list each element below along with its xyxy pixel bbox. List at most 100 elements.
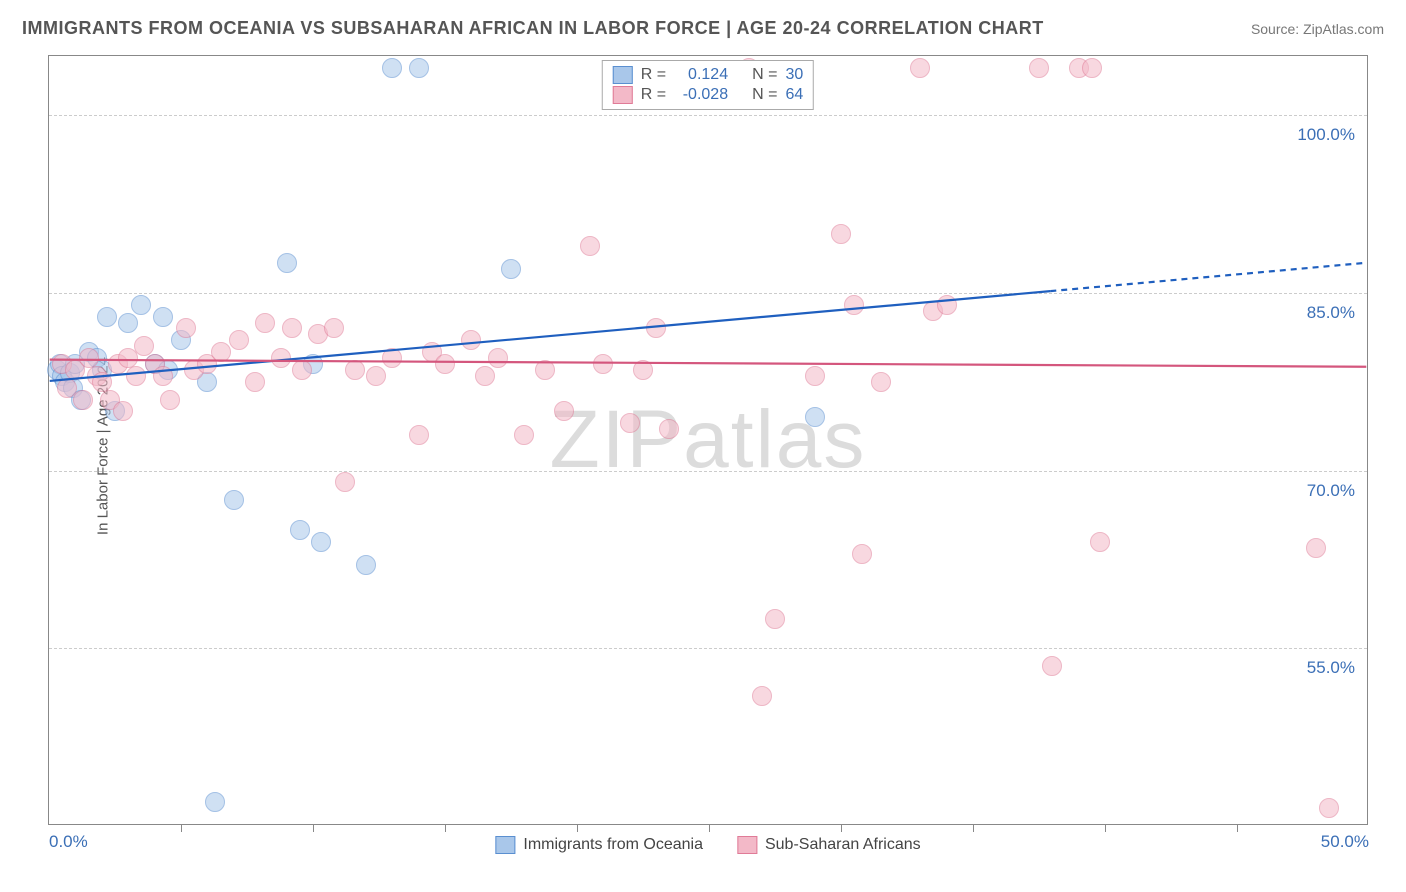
data-point [805, 407, 825, 427]
r-value-subsaharan: -0.028 [674, 86, 728, 104]
data-point [646, 318, 666, 338]
data-point [335, 472, 355, 492]
data-point [580, 236, 600, 256]
y-tick-label: 85.0% [1307, 303, 1355, 323]
data-point [382, 58, 402, 78]
data-point [245, 372, 265, 392]
data-point [324, 318, 344, 338]
data-point [366, 366, 386, 386]
plot-surface: 55.0%70.0%85.0%100.0%0.0%50.0% [49, 56, 1367, 824]
data-point [118, 313, 138, 333]
data-point [1306, 538, 1326, 558]
data-point [211, 342, 231, 362]
x-tick [1237, 824, 1238, 832]
source-attribution: Source: ZipAtlas.com [1251, 21, 1384, 37]
data-point [831, 224, 851, 244]
swatch-subsaharan [737, 836, 757, 854]
data-point [475, 366, 495, 386]
data-point [765, 609, 785, 629]
data-point [290, 520, 310, 540]
data-point [461, 330, 481, 350]
n-label: N = [752, 86, 777, 104]
gridline [49, 648, 1367, 649]
data-point [1319, 798, 1339, 818]
r-value-oceania: 0.124 [674, 66, 728, 84]
data-point [937, 295, 957, 315]
x-tick [709, 824, 710, 832]
data-point [593, 354, 613, 374]
data-point [1042, 656, 1062, 676]
data-point [633, 360, 653, 380]
y-tick-label: 55.0% [1307, 658, 1355, 678]
x-tick [973, 824, 974, 832]
chart-title: IMMIGRANTS FROM OCEANIA VS SUBSAHARAN AF… [22, 18, 1044, 39]
data-point [659, 419, 679, 439]
y-tick-label: 100.0% [1297, 125, 1355, 145]
data-point [852, 544, 872, 564]
data-point [73, 390, 93, 410]
data-point [345, 360, 365, 380]
data-point [282, 318, 302, 338]
data-point [277, 253, 297, 273]
data-point [311, 532, 331, 552]
swatch-oceania [495, 836, 515, 854]
data-point [871, 372, 891, 392]
series-legend: Immigrants from Oceania Sub-Saharan Afri… [495, 836, 920, 854]
data-point [409, 425, 429, 445]
n-label: N = [752, 66, 777, 84]
data-point [514, 425, 534, 445]
header-bar: IMMIGRANTS FROM OCEANIA VS SUBSAHARAN AF… [22, 18, 1384, 39]
data-point [535, 360, 555, 380]
legend-item-oceania: Immigrants from Oceania [495, 836, 703, 854]
legend-label-subsaharan: Sub-Saharan Africans [765, 836, 921, 854]
x-tick-label: 50.0% [1321, 832, 1369, 852]
data-point [501, 259, 521, 279]
data-point [752, 686, 772, 706]
x-tick [181, 824, 182, 832]
data-point [910, 58, 930, 78]
x-tick [445, 824, 446, 832]
x-tick [313, 824, 314, 832]
gridline [49, 293, 1367, 294]
correlation-legend: R = 0.124 N = 30 R = -0.028 N = 64 [602, 60, 814, 110]
data-point [1029, 58, 1049, 78]
data-point [126, 366, 146, 386]
data-point [1082, 58, 1102, 78]
data-point [356, 555, 376, 575]
x-tick-label: 0.0% [49, 832, 88, 852]
swatch-oceania [613, 66, 633, 84]
data-point [255, 313, 275, 333]
n-value-oceania: 30 [785, 66, 803, 84]
data-point [382, 348, 402, 368]
data-point [292, 360, 312, 380]
data-point [229, 330, 249, 350]
data-point [435, 354, 455, 374]
data-point [554, 401, 574, 421]
r-label: R = [641, 66, 666, 84]
data-point [844, 295, 864, 315]
data-point [488, 348, 508, 368]
x-tick [577, 824, 578, 832]
data-point [153, 307, 173, 327]
chart-area: ZIPatlas 55.0%70.0%85.0%100.0%0.0%50.0% … [48, 55, 1368, 825]
data-point [1090, 532, 1110, 552]
data-point [271, 348, 291, 368]
data-point [160, 390, 180, 410]
data-point [176, 318, 196, 338]
data-point [620, 413, 640, 433]
data-point [805, 366, 825, 386]
gridline [49, 471, 1367, 472]
legend-row-subsaharan: R = -0.028 N = 64 [613, 85, 803, 105]
data-point [224, 490, 244, 510]
data-point [131, 295, 151, 315]
gridline [49, 115, 1367, 116]
data-point [113, 401, 133, 421]
data-point [153, 366, 173, 386]
x-tick [1105, 824, 1106, 832]
legend-row-oceania: R = 0.124 N = 30 [613, 65, 803, 85]
swatch-subsaharan [613, 86, 633, 104]
legend-item-subsaharan: Sub-Saharan Africans [737, 836, 921, 854]
data-point [134, 336, 154, 356]
data-point [409, 58, 429, 78]
r-label: R = [641, 86, 666, 104]
